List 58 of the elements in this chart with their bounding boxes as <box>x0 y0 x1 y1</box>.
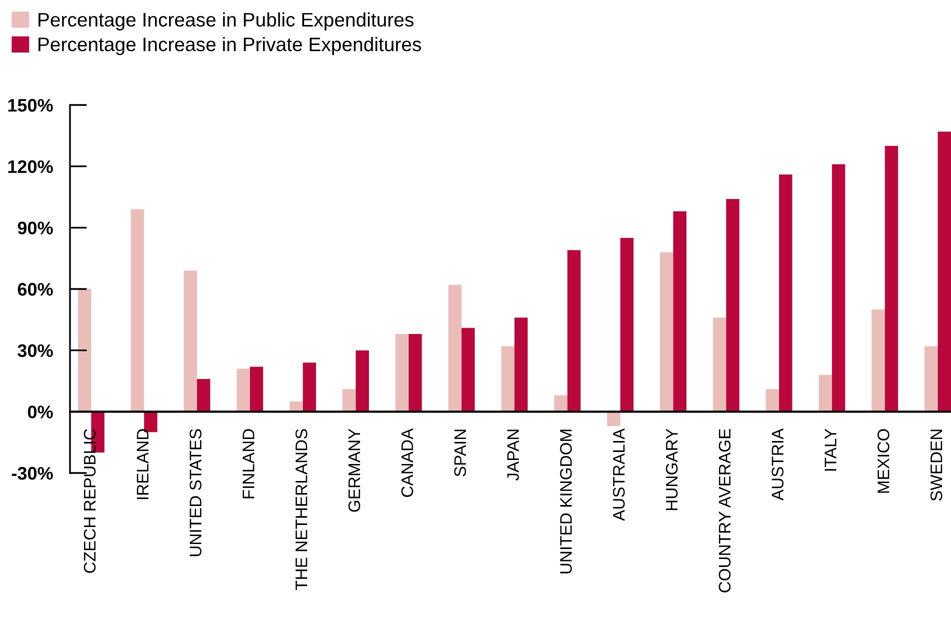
bar <box>501 346 514 412</box>
x-tick-label: AUSTRALIA <box>612 428 625 521</box>
x-tick-label: JAPAN <box>507 430 519 481</box>
bar <box>342 389 356 412</box>
x-tick-label: AUSTRIA <box>772 428 784 501</box>
bar <box>832 164 846 412</box>
y-tick-label: 0% <box>28 406 53 418</box>
x-tick-label: MEXICO <box>878 429 890 493</box>
bar <box>462 328 475 412</box>
y-tick-label: 60% <box>18 282 53 296</box>
y-tick-label: 90% <box>18 222 53 234</box>
bar <box>184 270 197 412</box>
bar <box>567 250 581 412</box>
bar <box>78 289 92 412</box>
x-tick-label: HUNGARY <box>666 428 678 510</box>
x-tick-label: CANADA <box>401 428 414 497</box>
bar <box>884 146 898 412</box>
bar <box>302 362 316 412</box>
legend-label: Percentage Increase in Public Expenditures <box>38 12 414 30</box>
bar <box>607 412 620 426</box>
x-tick-label: SWEDEN <box>930 430 942 501</box>
bar <box>250 366 264 412</box>
bar <box>924 346 938 412</box>
x-tick-label: THE NETHERLANDS <box>295 429 308 590</box>
bar <box>554 395 568 412</box>
bar <box>236 368 250 412</box>
bar <box>872 309 885 412</box>
bar <box>196 378 210 412</box>
bar <box>766 389 780 412</box>
y-tick-label: -30% <box>12 466 53 480</box>
legend-label: Percentage Increase in Private Expenditures <box>38 37 422 56</box>
bar <box>514 318 528 412</box>
bar <box>660 252 674 412</box>
x-tick-label: GERMANY <box>348 428 360 512</box>
bar <box>356 350 369 412</box>
bar <box>130 209 144 412</box>
x-tick-label: UNITED KINGDOM <box>560 430 572 574</box>
x-tick-label: FINLAND <box>242 429 254 498</box>
bar <box>818 374 832 412</box>
y-tick-label: 30% <box>18 344 53 358</box>
bar <box>290 401 303 412</box>
x-tick-label: UNITED STATES <box>190 429 202 556</box>
bar <box>408 334 422 412</box>
x-tick-label: ITALY <box>824 428 836 471</box>
bar <box>779 174 792 412</box>
y-tick-label: 120% <box>8 160 53 174</box>
bar <box>673 211 686 412</box>
x-tick-label: IRELAND <box>136 429 148 500</box>
y-tick-label: 150% <box>8 98 53 112</box>
bar <box>620 238 634 412</box>
bar <box>448 284 462 412</box>
x-tick-label: CZECH REPUBLIC <box>84 428 96 573</box>
bar <box>712 318 726 412</box>
x-tick-label: SPAIN <box>454 430 466 476</box>
bar <box>938 132 951 412</box>
x-tick-label: COUNTRY AVERAGE <box>718 429 731 592</box>
bar <box>395 334 409 412</box>
bar <box>726 199 740 412</box>
